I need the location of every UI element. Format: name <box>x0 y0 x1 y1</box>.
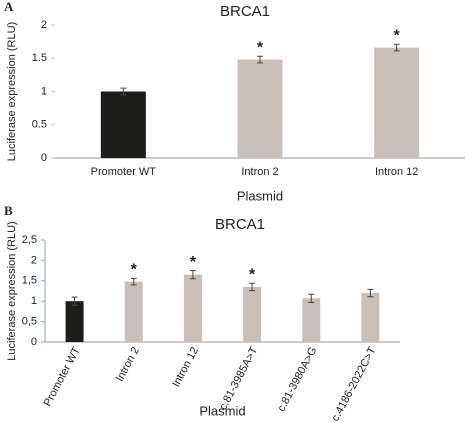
bar <box>183 274 202 342</box>
panel-label: B <box>4 203 13 218</box>
y-tick-label: 0,5 <box>22 316 37 328</box>
error-bar <box>249 282 256 292</box>
chart-title: BRCA1 <box>220 3 270 20</box>
error-bar <box>367 288 374 298</box>
x-axis-label: Plasmid <box>199 403 245 418</box>
y-tick-label: 1,5 <box>22 275 37 287</box>
y-tick-label: 2,5 <box>22 234 37 246</box>
bar <box>361 293 380 342</box>
x-tick-label: Intron 12 <box>375 166 418 178</box>
panel-label: A <box>4 0 14 14</box>
y-tick-label: 2 <box>31 254 37 266</box>
significance-marker: * <box>257 39 264 56</box>
error-bar <box>71 296 78 306</box>
error-bar <box>120 87 127 96</box>
significance-marker: * <box>190 254 197 271</box>
bar <box>302 298 321 342</box>
bar <box>124 281 143 342</box>
bar <box>374 47 420 158</box>
y-tick-label: 1 <box>41 85 47 97</box>
y-tick-label: 0 <box>31 336 37 348</box>
x-tick-label: Promoter WT <box>91 166 157 178</box>
x-axis-label: Plasmid <box>237 188 283 203</box>
significance-marker: * <box>394 28 401 45</box>
bar <box>237 59 283 158</box>
y-tick-label: 1.5 <box>32 52 47 64</box>
x-tick-label: c.81-3980A>G <box>275 345 319 414</box>
error-bar <box>189 270 196 280</box>
y-tick-label: 1 <box>31 295 37 307</box>
error-bar <box>308 293 315 303</box>
y-tick-label: 0 <box>41 152 47 164</box>
x-tick-label: Intron 12 <box>170 345 201 389</box>
chart-title: BRCA1 <box>215 216 265 233</box>
significance-marker: * <box>131 262 138 279</box>
y-tick-label: 2 <box>41 19 47 31</box>
significance-marker: * <box>249 266 256 283</box>
y-axis-label: Luciferase expression (RLU) <box>6 221 18 360</box>
x-tick-label: c.4186-2022C>T <box>329 345 378 422</box>
y-axis-label: Luciferase expression (RLU) <box>6 22 18 161</box>
error-bar <box>393 43 400 52</box>
error-bar <box>130 277 137 286</box>
bar <box>243 286 262 342</box>
x-tick-label: Intron 2 <box>114 345 142 384</box>
x-tick-label: c.81-3985A>T <box>217 345 260 412</box>
bar <box>65 301 84 342</box>
x-tick-label: Intron 2 <box>241 166 278 178</box>
bar <box>100 91 146 158</box>
y-tick-label: 0.5 <box>32 119 47 131</box>
x-tick-label: Promoter WT <box>41 345 82 409</box>
error-bar <box>257 55 263 64</box>
